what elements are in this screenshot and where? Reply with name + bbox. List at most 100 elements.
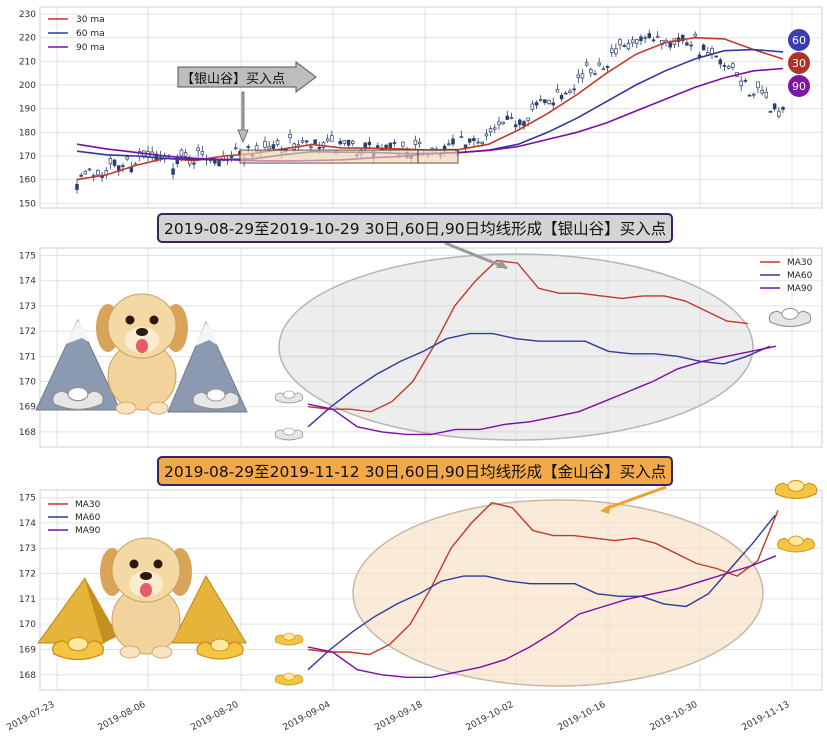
x-tick-label: 2019-10-16 [557, 700, 608, 734]
candle-body [680, 34, 685, 42]
gold-ingot [196, 638, 244, 660]
candle-body [764, 91, 769, 98]
candle-body [685, 42, 689, 46]
candle-body [179, 149, 184, 157]
candle-body [555, 88, 560, 93]
candle-body [772, 103, 777, 110]
ma-badge [787, 74, 811, 98]
candle-body [518, 119, 522, 125]
candle-body [451, 138, 455, 145]
dog-nose [136, 328, 148, 336]
ingot-dome [788, 535, 804, 546]
x-tick-label: 2019-07-23 [6, 700, 57, 733]
candle-body [693, 33, 698, 37]
legend-label: MA90 [787, 284, 813, 294]
dog-tongue [140, 583, 152, 597]
dog-nose [140, 572, 152, 580]
x-tick-label: 2019-08-20 [190, 700, 241, 734]
candle-body [618, 39, 622, 46]
gold-ingot-cluster [777, 535, 815, 553]
valley-ellipse [352, 499, 764, 687]
ma60-line [307, 332, 771, 428]
candle-body [467, 138, 472, 143]
candle-body [635, 39, 639, 44]
candle-body [309, 146, 313, 149]
dog-eye-left [125, 315, 135, 325]
y-tick-label: 170 [19, 378, 36, 388]
candle-body [342, 140, 347, 144]
candle-body [493, 127, 497, 130]
candle-body [576, 74, 581, 78]
candle-body [459, 136, 464, 138]
candle-body [330, 135, 334, 142]
candle-body [447, 143, 451, 146]
candle-body [689, 44, 693, 47]
candle-body [233, 147, 238, 150]
y-tick-label: 180 [19, 128, 36, 138]
y-tick-label: 171 [19, 595, 36, 605]
candle-body [639, 36, 643, 41]
x-tick-label: 2019-09-18 [374, 700, 425, 734]
candle-body [605, 66, 610, 68]
y-tick-label: 170 [19, 620, 36, 630]
y-tick-label: 173 [19, 302, 36, 312]
legend-label: MA30 [75, 500, 101, 510]
y-tick-label: 172 [19, 327, 36, 337]
candle-body [526, 117, 530, 121]
candle-body [484, 133, 489, 137]
candle-body [726, 66, 731, 69]
candle-body [626, 43, 631, 50]
silver-valley-title: 2019-08-29至2019-10-29 30日,60日,90日均线形成【银山… [157, 213, 674, 243]
candle-body [722, 64, 727, 67]
silver-mountain-right [167, 320, 248, 413]
candle-body [572, 88, 576, 91]
y-tick-label: 172 [19, 570, 36, 580]
gold-pointer-arrow [604, 485, 667, 511]
candle-body [112, 159, 117, 166]
candle-body [392, 142, 397, 144]
ma30-line [307, 259, 749, 413]
snow-cap-right [195, 322, 219, 346]
dog-head [107, 293, 177, 359]
silver-ingot-cluster [768, 308, 812, 328]
candle-body [509, 117, 514, 119]
candle-body [317, 147, 322, 150]
panel-silver-frame [39, 247, 823, 448]
candle-body [476, 141, 480, 144]
candle-body [559, 95, 564, 100]
ingot-dome [787, 480, 805, 492]
silver-pointer-head [496, 259, 507, 268]
candle-body [743, 79, 748, 82]
candle-body [752, 93, 756, 96]
dog-paw-left [115, 401, 137, 415]
y-tick-label: 169 [19, 403, 36, 413]
silver-ingot-small [274, 390, 304, 404]
candle-body [350, 140, 355, 144]
candle-body [756, 81, 760, 89]
y-tick-label: 160 [19, 176, 36, 186]
candle-body [714, 55, 718, 58]
ingot-dome [283, 672, 295, 681]
candle-body [580, 73, 585, 79]
dog-head [111, 537, 181, 603]
y-tick-label: 174 [19, 277, 36, 287]
gold-ingot-cluster [774, 480, 818, 500]
gold-pointer-head [600, 504, 611, 514]
gold-dog-illustration [100, 537, 192, 659]
y-tick-label: 200 [19, 81, 36, 91]
candle-body [643, 37, 647, 39]
y-tick-label: 175 [19, 252, 36, 262]
candle-body [597, 62, 601, 66]
gold-pyramid-left-side [85, 578, 118, 643]
y-tick-label: 150 [19, 199, 36, 209]
annotation-down-arrow [237, 91, 249, 144]
y-tick-label: 168 [19, 671, 36, 681]
candle-body [413, 139, 418, 145]
candle-body [246, 146, 251, 148]
candle-body [731, 63, 735, 68]
candle-body [96, 170, 100, 176]
candle-body [338, 140, 342, 145]
candle-body [739, 80, 743, 87]
candle-body [630, 39, 635, 44]
